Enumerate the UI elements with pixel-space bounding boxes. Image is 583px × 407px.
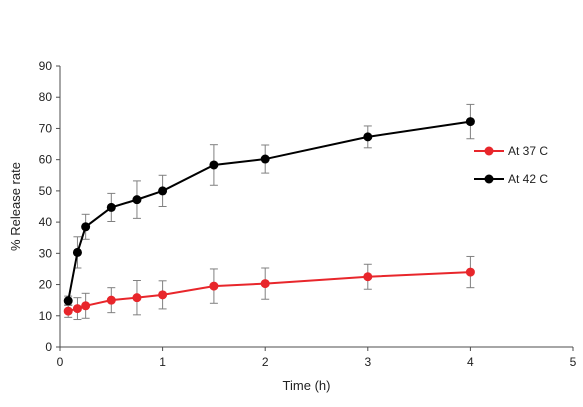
series-layer: [63, 103, 475, 321]
data-point: [363, 272, 373, 282]
data-point: [72, 247, 82, 257]
series-line: [67, 271, 471, 313]
data-point: [132, 293, 142, 303]
data-point: [63, 306, 73, 316]
data-point: [465, 267, 475, 277]
x-tick-label: 5: [570, 355, 577, 369]
legend-item: At 42 C: [474, 172, 548, 186]
y-tick-label: 40: [39, 215, 53, 229]
axes: 0 10 20 30 40 50 60 70 80 90 0 1 2 3 4 5: [39, 59, 577, 369]
legend: At 37 C At 42 C: [474, 144, 548, 186]
x-axis-title: Time (h): [283, 378, 331, 393]
data-point: [63, 296, 73, 306]
y-tick-label: 10: [39, 309, 53, 323]
y-tick-label: 80: [39, 90, 53, 104]
series-line: [67, 120, 471, 301]
x-tick-label: 4: [467, 355, 474, 369]
y-tick-label: 30: [39, 246, 53, 260]
legend-label: At 37 C: [508, 144, 548, 158]
y-tick-label: 50: [39, 184, 53, 198]
x-tick-label: 1: [159, 355, 166, 369]
data-point: [72, 304, 82, 314]
data-point: [465, 117, 475, 127]
x-tick-label: 3: [364, 355, 371, 369]
data-point: [209, 281, 219, 291]
data-point: [209, 160, 219, 170]
data-point: [106, 202, 116, 212]
legend-label: At 42 C: [508, 172, 548, 186]
y-axis-title: % Release rate: [8, 162, 23, 251]
x-tick-label: 2: [262, 355, 269, 369]
y-tick-label: 70: [39, 121, 53, 135]
legend-marker: [484, 174, 494, 184]
data-point: [260, 154, 270, 164]
data-point: [81, 222, 91, 232]
data-point: [260, 279, 270, 289]
data-point: [158, 186, 168, 196]
y-tick-label: 20: [39, 278, 53, 292]
x-tick-label: 0: [57, 355, 64, 369]
data-point: [363, 132, 373, 142]
y-tick-label: 90: [39, 59, 53, 73]
y-tick-label: 0: [45, 340, 52, 354]
series-37c: [63, 255, 475, 321]
data-point: [132, 195, 142, 205]
y-tick-label: 60: [39, 153, 53, 167]
data-point: [158, 290, 168, 300]
series-42c: [63, 103, 475, 306]
legend-item: At 37 C: [474, 144, 548, 158]
data-point: [81, 301, 91, 311]
data-point: [106, 295, 116, 305]
legend-marker: [484, 146, 494, 156]
